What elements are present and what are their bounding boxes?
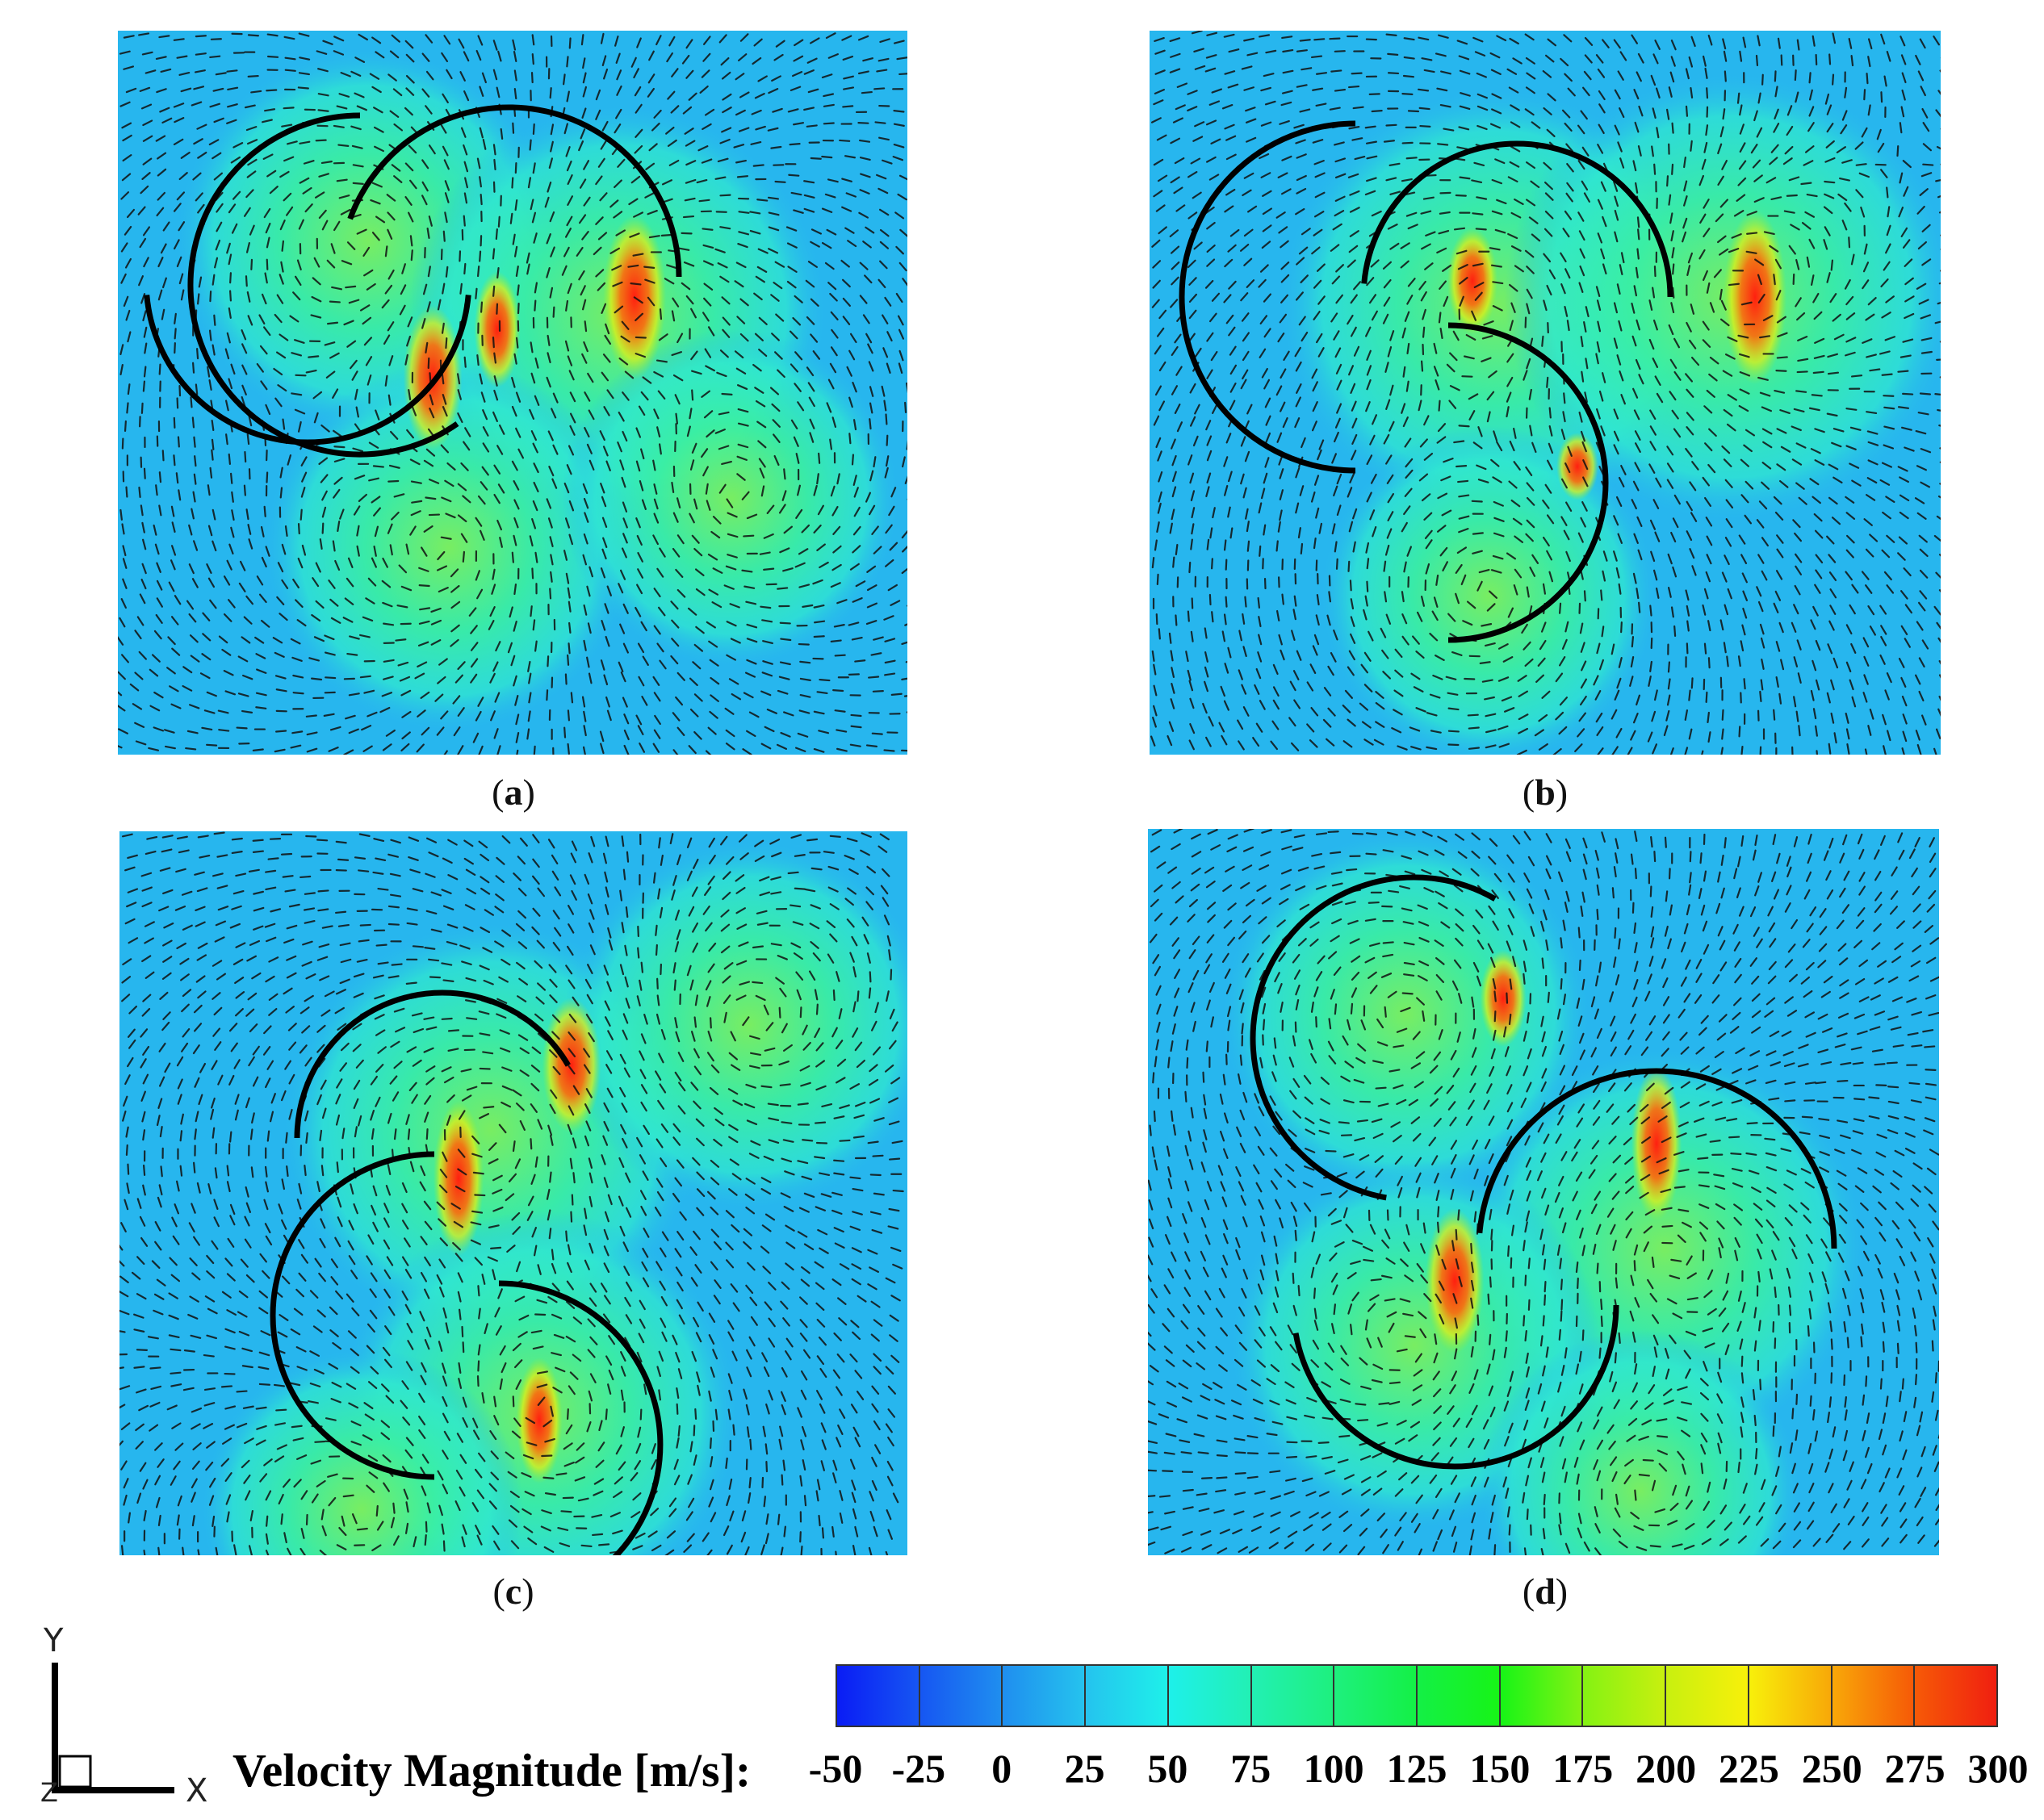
velocity-region — [200, 1348, 523, 1555]
high-velocity-region — [433, 1101, 484, 1256]
high-velocity-region — [1447, 228, 1498, 334]
colorbar-tick-label: 275 — [1884, 1746, 1946, 1791]
rotor-blade — [144, 295, 471, 446]
streamlines — [118, 32, 907, 755]
colorbar-tick-label: 75 — [1230, 1746, 1271, 1791]
colorbar-cell — [1500, 1666, 1584, 1726]
rotor-blade — [1250, 874, 1497, 1201]
streamlines — [1148, 829, 1939, 1555]
colorbar — [836, 1664, 1998, 1727]
rotor-blade — [347, 104, 682, 278]
streamlines — [119, 831, 904, 1555]
colorbar-cell — [1003, 1666, 1087, 1726]
rotor-blade — [1447, 322, 1609, 643]
colorbar-tick-label: 50 — [1147, 1746, 1188, 1791]
panel-d — [1148, 829, 1939, 1555]
colorbar-cell — [1418, 1666, 1501, 1726]
panel-c-flowfield — [119, 831, 907, 1555]
panel-c — [119, 831, 907, 1555]
panel-d-flowfield — [1148, 829, 1939, 1555]
colorbar-tick-label: 125 — [1386, 1746, 1447, 1791]
rotor-blade — [1476, 1068, 1837, 1249]
high-velocity-region — [403, 305, 463, 450]
high-velocity-region — [474, 271, 521, 387]
colorbar-cell — [1251, 1666, 1335, 1726]
high-velocity-region — [516, 1358, 563, 1483]
colorbar-tick-label: 25 — [1064, 1746, 1105, 1791]
colorbar-tick-label: -25 — [891, 1746, 946, 1791]
caption-d: (d) — [1522, 1571, 1569, 1612]
rotor-blade — [1179, 120, 1356, 474]
rotor-blade — [498, 1280, 664, 1555]
colorbar-tick-label: 250 — [1801, 1746, 1862, 1791]
rotor-blade — [1292, 1304, 1619, 1470]
colorbar-cell — [1168, 1666, 1252, 1726]
velocity-region — [1221, 829, 1592, 1200]
colorbar-tick-label: 0 — [991, 1746, 1012, 1791]
colorbar-tick-label: 200 — [1636, 1746, 1697, 1791]
colorbar-tick-label: 100 — [1303, 1746, 1364, 1791]
colorbar-tick-label: 175 — [1552, 1746, 1614, 1791]
colorbar-cell — [837, 1666, 920, 1726]
x-axis-label: X — [186, 1772, 208, 1810]
streamlines — [1150, 31, 1941, 755]
panel-a-flowfield — [118, 31, 907, 755]
colorbar-tick-label: -50 — [808, 1746, 863, 1791]
velocity-region — [562, 329, 901, 668]
legend-title: Velocity Magnitude [m/s]: — [232, 1744, 752, 1797]
rotor-blade — [270, 1151, 435, 1480]
colorbar-cell — [1749, 1666, 1832, 1726]
colorbar-cell — [1583, 1666, 1667, 1726]
high-velocity-region — [542, 998, 601, 1133]
colorbar-tick-label: 300 — [1967, 1746, 2029, 1791]
caption-c: (c) — [492, 1571, 534, 1612]
colorbar-cell — [1915, 1666, 1997, 1726]
coordinate-axes: Y X Z — [32, 1622, 226, 1816]
high-velocity-region — [1480, 950, 1527, 1047]
rotor-blade — [294, 989, 571, 1139]
high-velocity-region — [1556, 433, 1598, 500]
z-axis-label: Z — [40, 1777, 58, 1808]
high-velocity-region — [1631, 1066, 1682, 1221]
colorbar-tick-label: 225 — [1718, 1746, 1779, 1791]
colorbar-cell — [1086, 1666, 1169, 1726]
panel-b — [1150, 31, 1941, 755]
colorbar-cell — [919, 1666, 1003, 1726]
colorbar-tick-label: 150 — [1469, 1746, 1531, 1791]
colorbar-cell — [1832, 1666, 1916, 1726]
velocity-region — [563, 839, 907, 1211]
panel-a — [118, 31, 907, 755]
caption-a: (a) — [492, 772, 535, 813]
colorbar-cell — [1666, 1666, 1749, 1726]
velocity-region — [1319, 426, 1658, 755]
caption-b: (b) — [1522, 772, 1569, 813]
high-velocity-region — [1724, 210, 1786, 384]
y-axis-label: Y — [44, 1622, 64, 1659]
panel-b-flowfield — [1150, 31, 1941, 755]
colorbar-cell — [1334, 1666, 1418, 1726]
rotor-blade — [187, 112, 459, 458]
rotor-blade — [1361, 140, 1673, 298]
